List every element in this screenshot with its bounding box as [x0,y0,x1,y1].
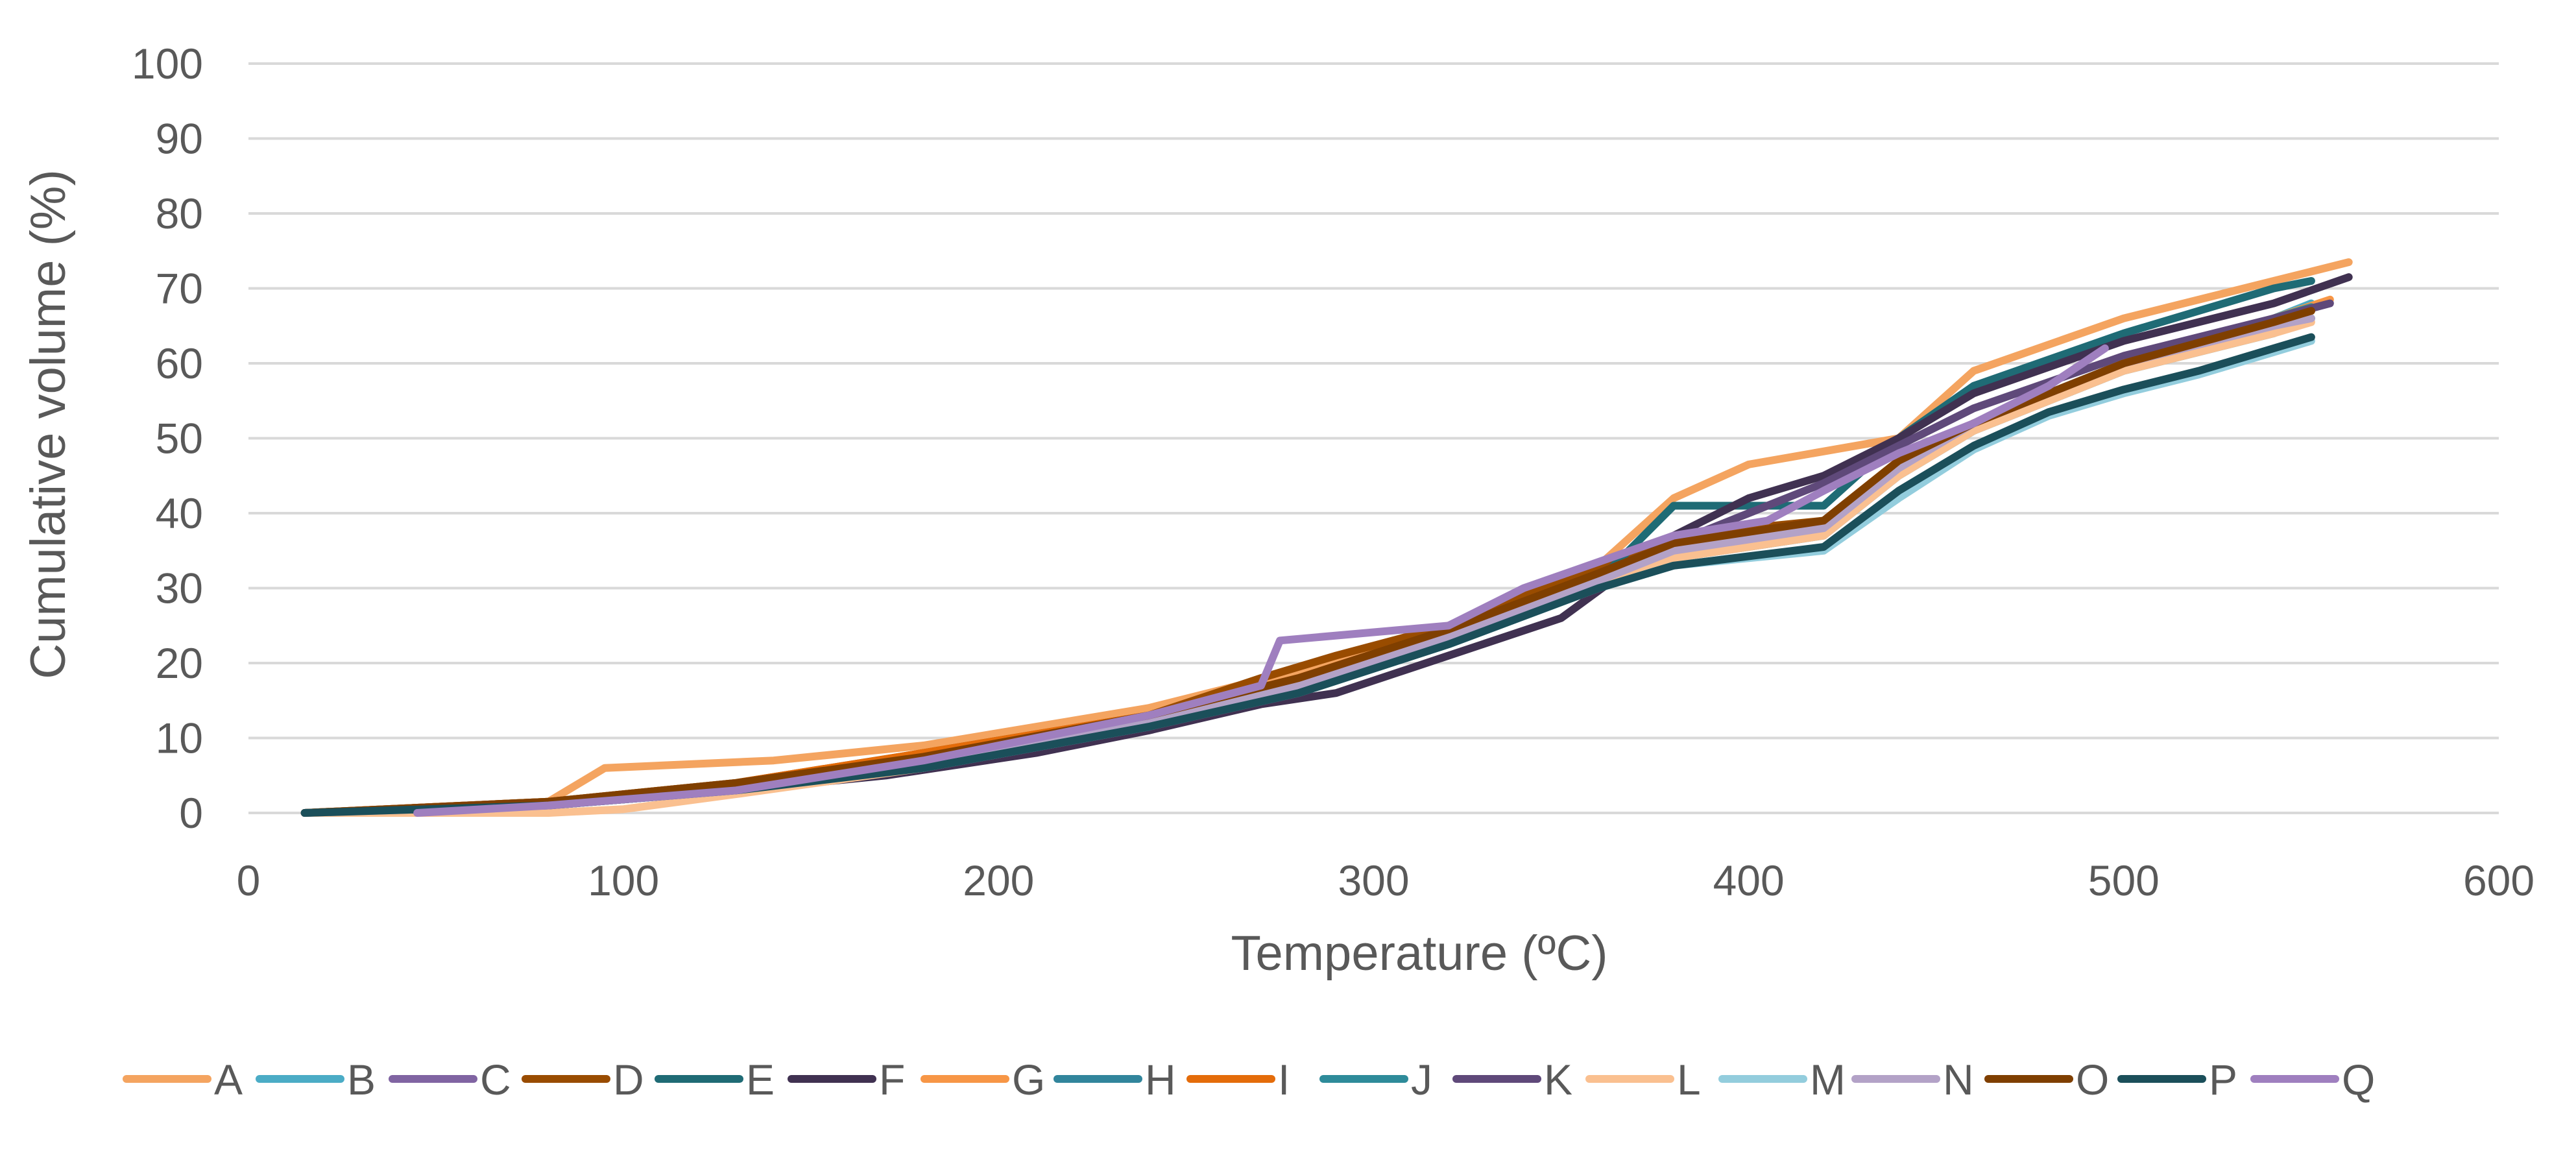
y-tick-label: 100 [132,40,203,88]
x-tick-label: 500 [2088,856,2160,904]
legend-label: P [2209,1056,2237,1104]
legend-label: I [1278,1056,1290,1104]
legend-label: D [613,1056,644,1104]
x-axis-tick-labels: 0 100 200 300 400 500 600 [237,856,2534,904]
legend-label: E [746,1056,775,1104]
legend-label: M [1810,1056,1846,1104]
y-tick-label: 30 [156,564,203,612]
x-tick-label: 300 [1338,856,1409,904]
series-line-p [300,333,2315,817]
y-tick-label: 40 [156,489,203,537]
series-line-f [300,273,2353,817]
y-axis-tick-labels: 0 10 20 30 40 50 60 70 80 90 100 [132,40,203,837]
y-tick-label: 50 [156,415,203,463]
x-tick-label: 200 [963,856,1034,904]
legend-label: A [214,1056,243,1104]
legend-label: K [1544,1056,1572,1104]
y-axis-title: Cumulative volume (%) [21,169,76,679]
legend-label: O [2076,1056,2109,1104]
x-tick-label: 600 [2463,856,2534,904]
y-tick-label: 90 [156,115,203,163]
gridlines [248,62,2499,814]
legend: A B C D E F G H I J K L M N O P Q [123,1056,2375,1104]
legend-label: F [879,1056,905,1104]
y-tick-label: 80 [156,189,203,237]
legend-label: L [1677,1056,1701,1104]
x-tick-label: 0 [237,856,261,904]
x-tick-label: 100 [588,856,659,904]
x-axis-title: Temperature (ºC) [1231,926,1607,981]
legend-label: Q [2342,1056,2375,1104]
y-tick-label: 70 [156,265,203,313]
y-tick-label: 60 [156,339,203,387]
y-tick-label: 0 [179,789,203,837]
legend-label: N [1943,1056,1974,1104]
x-tick-label: 400 [1713,856,1785,904]
legend-label: J [1411,1056,1432,1104]
series-line-q [413,344,2109,817]
series-line-a [300,258,2353,817]
legend-label: B [347,1056,376,1104]
y-tick-label: 20 [156,639,203,687]
y-tick-label: 10 [156,714,203,762]
series-lines [300,258,2353,817]
series-line-o [300,307,2315,817]
legend-label: G [1012,1056,1045,1104]
legend-label: C [480,1056,511,1104]
series-line-k [300,299,2334,817]
legend-label: H [1145,1056,1176,1104]
